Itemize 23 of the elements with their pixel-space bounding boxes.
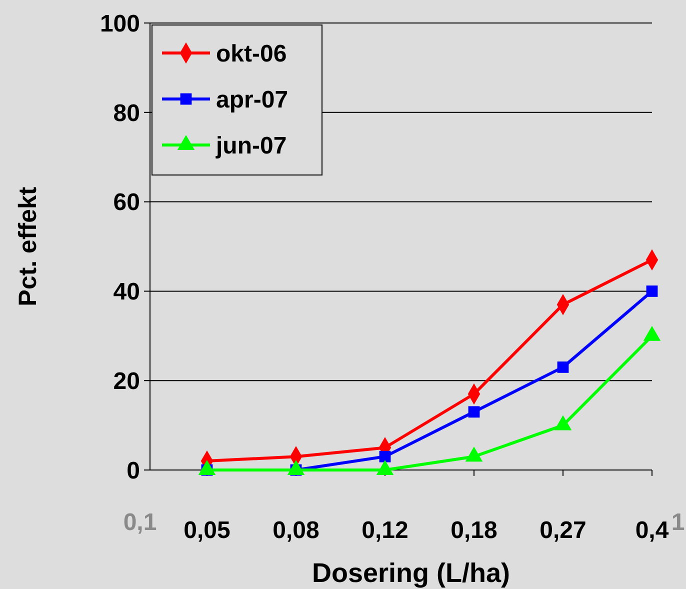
x-tick-label: 0,08 [272,517,320,544]
x-tick-label: 0,4 [635,517,670,544]
y-tick-label: 0 [126,457,140,484]
text: 1 [671,509,685,536]
y-axis-title: Pct. effekt [14,186,42,306]
y-tick-label: 80 [113,100,140,127]
y-tick-label: 20 [113,368,140,395]
y-tick-label: 40 [113,278,140,306]
legend-label: apr-07 [216,86,288,114]
y-tick-label: 100 [100,10,140,38]
text: 0,1 [123,509,157,536]
x-tick-label: 0,12 [362,517,408,544]
x-tick-label: 0,05 [184,517,230,544]
legend-label: okt-06 [216,40,287,68]
legend-label: jun-07 [215,132,287,160]
y-tick-label: 60 [113,189,140,216]
point [468,406,480,418]
point [379,450,391,462]
point [646,286,658,297]
x-axis-title: Dosering (L/ha) [312,558,510,588]
point [557,361,569,373]
x-tick-label: 0,27 [540,517,586,544]
x-tick-label: 0,18 [450,517,498,544]
